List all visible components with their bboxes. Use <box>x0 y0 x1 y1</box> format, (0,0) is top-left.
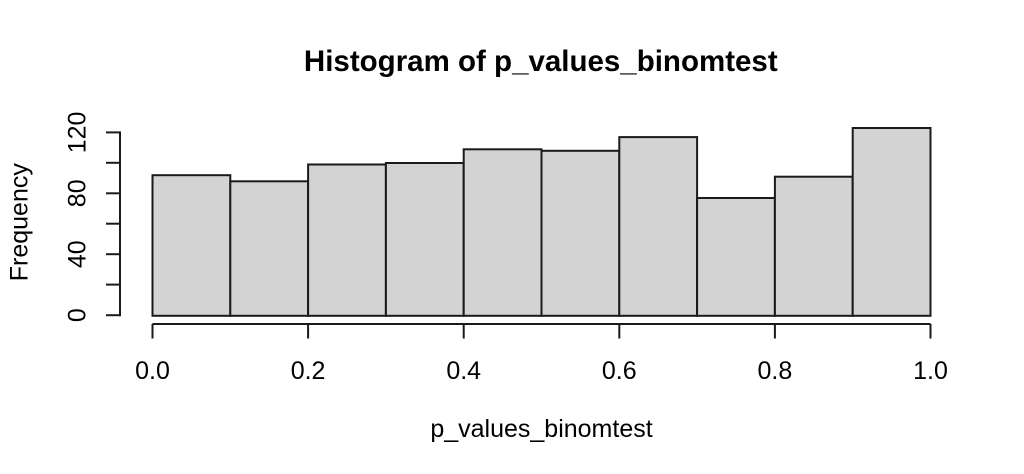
svg-text:80: 80 <box>64 179 92 207</box>
svg-text:0.0: 0.0 <box>135 357 170 385</box>
svg-text:Histogram of p_values_binomtes: Histogram of p_values_binomtest <box>304 45 778 78</box>
svg-text:Frequency: Frequency <box>6 163 34 282</box>
svg-text:0.4: 0.4 <box>446 357 481 385</box>
svg-text:0.2: 0.2 <box>291 357 326 385</box>
svg-text:0.6: 0.6 <box>602 357 637 385</box>
svg-text:120: 120 <box>64 112 92 154</box>
svg-text:40: 40 <box>64 240 92 268</box>
svg-text:1.0: 1.0 <box>913 357 948 385</box>
svg-text:0.8: 0.8 <box>758 357 793 385</box>
svg-text:p_values_binomtest: p_values_binomtest <box>430 415 652 443</box>
svg-text:0: 0 <box>64 308 92 322</box>
